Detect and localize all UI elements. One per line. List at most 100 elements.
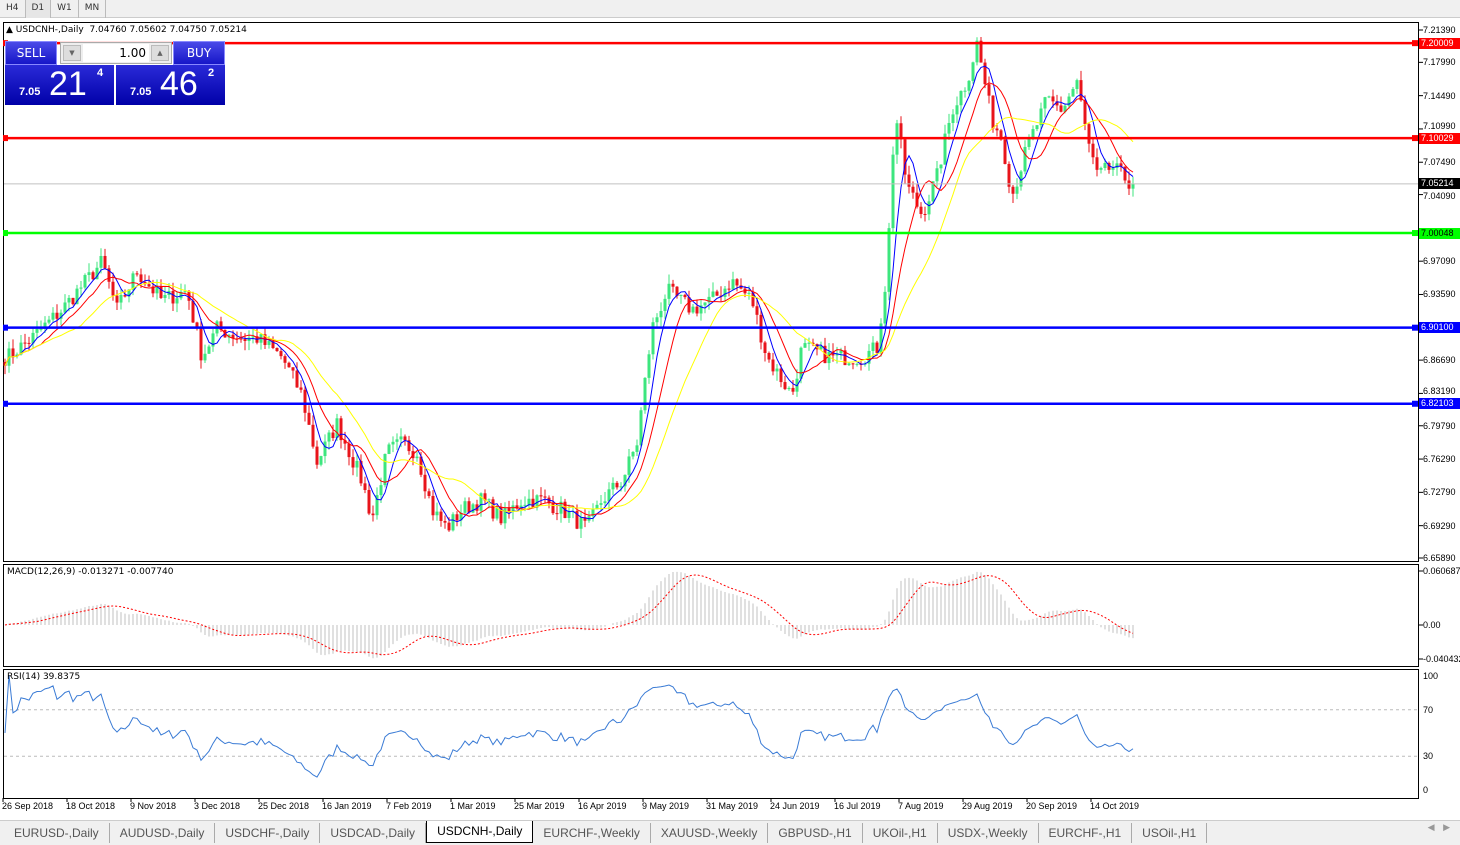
candle-body [199, 327, 203, 361]
chart-tab[interactable]: USDCHF-,Daily [215, 823, 321, 843]
buy-button[interactable]: BUY [173, 41, 225, 65]
timeframe-h4[interactable]: H4 [0, 0, 26, 18]
candle-body [1047, 96, 1051, 98]
chart-tab[interactable]: EURCHF-,Weekly [533, 823, 651, 843]
candle-body [875, 342, 879, 353]
candle-body [435, 511, 439, 516]
candle-body [627, 456, 631, 475]
candle-body [1095, 157, 1099, 170]
candle-body [539, 495, 543, 497]
lot-size-stepper[interactable]: ▼ 1.00 ▲ [60, 42, 172, 64]
date-axis-label: 7 Feb 2019 [386, 801, 432, 811]
candle-body [339, 418, 343, 441]
candle-body [407, 440, 411, 452]
candle-body [535, 495, 539, 508]
candle-body [187, 291, 191, 301]
timeframe-mn[interactable]: MN [79, 0, 107, 18]
macd-axis-label: -0.040432 [1423, 654, 1460, 664]
chart-tab[interactable]: EURCHF-,H1 [1039, 823, 1133, 843]
candle-body [699, 305, 703, 314]
candle-body [151, 286, 155, 294]
sell-price-big: 7.05 [19, 86, 41, 98]
candle-body [1111, 167, 1115, 170]
chart-tab[interactable]: AUDUSD-,Daily [110, 823, 216, 843]
candle-body [707, 296, 711, 303]
level-price-tag: 7.20009 [1419, 37, 1460, 49]
level-handle [3, 324, 8, 331]
macd-pane[interactable] [3, 564, 1419, 667]
rsi-pane[interactable] [3, 669, 1419, 799]
buy-price-fraction: 2 [208, 67, 215, 79]
candle-body [995, 128, 999, 131]
price-axis-label: 6.79790 [1423, 420, 1456, 431]
candle-body [879, 323, 883, 353]
candle-body [963, 90, 967, 92]
date-axis-label: 9 May 2019 [642, 801, 690, 811]
candle-body [467, 501, 471, 513]
lot-size-input[interactable]: 1.00 [83, 44, 149, 62]
candle-body [927, 201, 931, 215]
candle-body [727, 288, 731, 290]
chart-tab[interactable]: USDX-,Weekly [938, 823, 1039, 843]
candle-body [59, 312, 63, 319]
candle-body [19, 342, 23, 355]
main-chart[interactable] [3, 22, 1419, 562]
timeframe-w1[interactable]: W1 [51, 0, 79, 18]
chart-title: ▲ USDCNH-,Daily 7.04760 7.05602 7.04750 … [6, 25, 247, 35]
candle-body [11, 348, 15, 357]
price-axis-label: 6.69290 [1423, 520, 1456, 531]
chart-tab[interactable]: USDCAD-,Daily [320, 823, 427, 843]
chart-tab[interactable]: XAUUSD-,Weekly [651, 823, 769, 843]
candle-body [303, 389, 307, 413]
candle-body [883, 291, 887, 324]
candle-body [527, 498, 531, 505]
candle-body [175, 298, 179, 304]
buy-price-big: 7.05 [130, 86, 152, 98]
level-handle [1412, 230, 1418, 237]
price-axis-label: 7.21390 [1423, 25, 1456, 35]
candle-body [335, 418, 339, 439]
level-handle [1412, 400, 1418, 407]
tab-scroll-arrows[interactable]: ◀ ▶ [1427, 823, 1450, 833]
candle-body [403, 436, 407, 441]
symbol-title: USDCNH-,Daily [15, 25, 84, 35]
decrease-lot-button[interactable]: ▼ [63, 45, 81, 61]
candle-body [983, 62, 987, 85]
candle-body [899, 123, 903, 140]
price-axis-label: 7.07490 [1423, 157, 1456, 168]
candle-body [455, 514, 459, 521]
sell-price-pips: 21 [49, 65, 87, 103]
buy-price[interactable]: 7.05 46 2 [116, 65, 225, 105]
candle-body [315, 446, 319, 465]
timeframe-d1[interactable]: D1 [25, 0, 52, 18]
candle-body [911, 186, 915, 193]
candle-body [499, 507, 503, 524]
chart-tab[interactable]: USOil-,H1 [1132, 823, 1208, 843]
level-handle [3, 230, 8, 237]
candle-body [299, 387, 303, 390]
increase-lot-button[interactable]: ▲ [151, 45, 169, 61]
candle-body [887, 228, 891, 292]
chart-tab[interactable]: GBPUSD-,H1 [768, 823, 863, 843]
chart-tab[interactable]: UKOil-,H1 [863, 823, 938, 843]
price-axis-label: 6.83190 [1423, 386, 1456, 397]
candle-body [55, 312, 59, 319]
candle-body [915, 192, 919, 207]
candle-body [87, 272, 91, 276]
candle-body [367, 489, 371, 514]
candle-body [503, 508, 507, 524]
candle-body [955, 105, 959, 115]
sell-price[interactable]: 7.05 21 4 [5, 65, 114, 105]
candle-body [295, 370, 299, 388]
candle-body [531, 498, 535, 508]
rsi-line [4, 674, 1134, 778]
candle-body [735, 279, 739, 286]
candle-body [267, 341, 271, 345]
candle-body [131, 273, 135, 290]
chart-tab[interactable]: USDCNH-,Daily [426, 821, 534, 843]
chart-tab[interactable]: EURUSD-,Daily [4, 823, 110, 843]
candle-body [1067, 96, 1071, 106]
candle-body [771, 359, 775, 372]
candle-body [811, 342, 815, 345]
sell-button[interactable]: SELL [5, 41, 57, 65]
